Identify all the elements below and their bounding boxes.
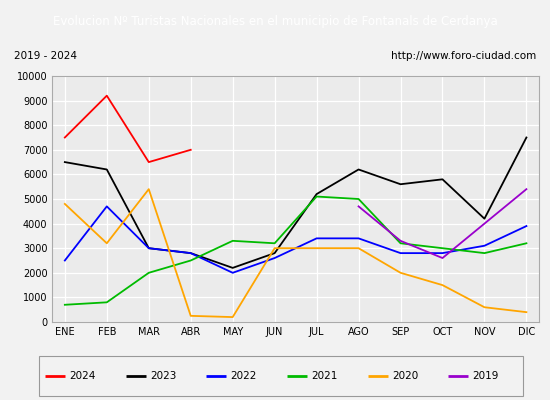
Text: 2022: 2022: [230, 371, 257, 381]
Text: 2024: 2024: [69, 371, 96, 381]
Text: Evolucion Nº Turistas Nacionales en el municipio de Fontanals de Cerdanya: Evolucion Nº Turistas Nacionales en el m…: [53, 14, 497, 28]
Text: http://www.foro-ciudad.com: http://www.foro-ciudad.com: [391, 51, 536, 61]
Text: 2020: 2020: [392, 371, 418, 381]
FancyBboxPatch shape: [39, 356, 522, 396]
Text: 2023: 2023: [150, 371, 176, 381]
Text: 2019 - 2024: 2019 - 2024: [14, 51, 76, 61]
Text: 2019: 2019: [472, 371, 499, 381]
Text: 2021: 2021: [311, 371, 338, 381]
